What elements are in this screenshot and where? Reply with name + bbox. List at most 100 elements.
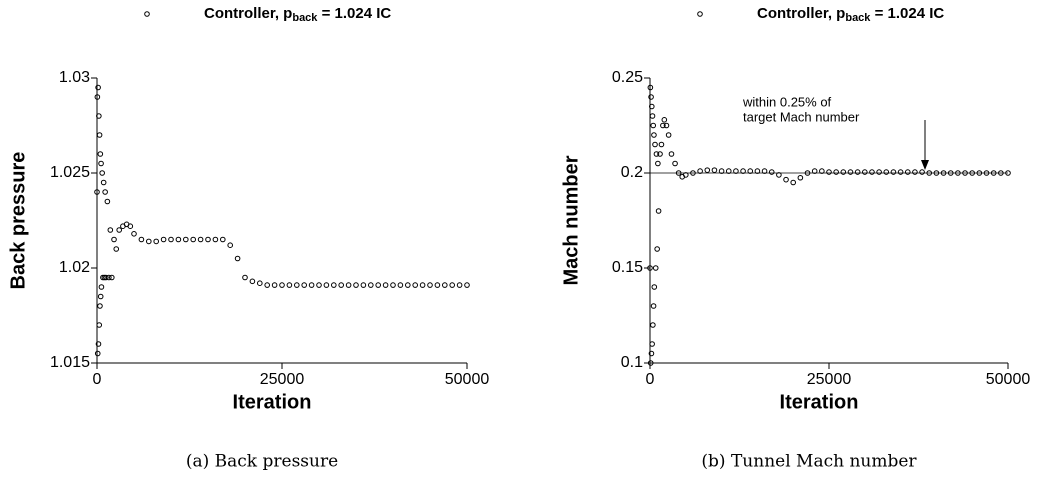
data-point [969,170,976,176]
data-point [160,236,167,243]
data-point [718,168,725,174]
y-axis-label: Back pressure [7,152,29,290]
data-point [412,282,419,288]
data-point [933,170,940,176]
data-point [926,170,933,176]
caption: (a) Back pressure [186,452,338,472]
data-point [790,179,797,186]
data-point [650,322,656,328]
data-point [648,94,654,100]
data-point [271,282,278,288]
data-point [449,282,456,288]
data-point [94,350,101,357]
data-point [847,169,854,175]
data-point [690,170,696,176]
data-point [904,169,911,175]
data-point [456,282,463,288]
data-point [111,236,117,243]
data-point [353,282,359,288]
data-point [697,168,703,174]
data-point [94,94,101,100]
legend-text: = 1.024 IC [317,5,391,22]
y-tick-label: 0.15 [612,259,643,276]
data-point [654,246,660,252]
data-point [390,282,396,288]
data-point [761,168,768,174]
data-point [976,170,983,176]
data-point [464,282,470,288]
data-point [704,167,711,173]
data-point [138,236,145,243]
data-point [102,189,108,195]
data-point [382,282,389,288]
data-point [962,170,968,176]
x-axis-label: Iteration [233,391,312,413]
data-point [990,170,997,176]
data-point [683,172,689,178]
data-point [168,236,174,243]
data-point [655,160,661,167]
data-point [919,169,925,175]
x-axis-label: Iteration [780,391,859,413]
data-point [95,84,101,91]
data-point [294,282,300,288]
data-point [375,282,382,288]
legend-text: = 1.024 IC [870,5,944,22]
data-point [113,246,120,252]
data-point [869,169,875,175]
y-tick-label: 1.02 [59,259,90,276]
data-point [663,122,670,129]
data-point [146,238,152,245]
legend-subscript: back [845,12,871,24]
data-point [833,169,839,175]
data-point [427,282,433,288]
data-point [397,282,404,288]
data-point [897,169,904,175]
data-point [650,122,657,129]
data-point [768,169,775,175]
data-point [234,255,241,262]
data-point [648,103,655,110]
data-point [308,282,315,288]
annotation: within 0.25% of [742,94,832,109]
x-tick-label: 25000 [260,371,305,388]
legend-text: Controller, p [757,5,845,22]
data-point [955,170,961,176]
data-point [99,170,105,176]
data-point [672,160,678,167]
data-point [442,282,448,288]
data-point [655,208,662,214]
data-point [96,132,103,138]
data-point [323,282,330,288]
data-point [109,274,115,281]
data-point [95,341,102,347]
data-point [725,168,732,174]
data-point [183,236,189,243]
data-point [345,282,352,288]
annotation: target Mach number [743,109,860,124]
data-point [660,122,666,129]
data-point [668,151,675,157]
data-point [876,169,882,175]
data-point [890,169,897,175]
data-point [249,278,256,285]
legend-marker [144,11,150,17]
x-tick-label: 50000 [445,371,490,388]
legend-marker [697,11,703,17]
data-point [264,282,271,288]
legend-label: Controller, pback = 1.024 IC [204,5,391,24]
data-point [912,169,918,175]
data-point [647,360,654,366]
data-point [405,282,411,288]
caption: (b) Tunnel Mach number [701,452,917,472]
y-tick-label: 1.03 [59,69,90,86]
data-point [279,282,285,288]
legend-subscript: back [292,12,318,24]
data-point [804,170,811,176]
data-point [106,274,112,281]
data-point [190,236,196,243]
data-point [220,236,226,243]
data-point [649,341,655,347]
data-point [434,282,441,288]
data-point [257,280,263,287]
